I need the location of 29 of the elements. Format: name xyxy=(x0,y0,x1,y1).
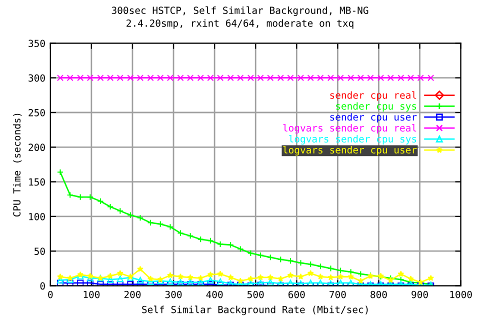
x-tick-label: 700 xyxy=(330,290,346,298)
legend-label: sender cpu sys xyxy=(336,102,416,112)
y-tick-label: 250 xyxy=(28,109,45,116)
x-tick-label: 300 xyxy=(165,290,182,298)
x-tick-label: 200 xyxy=(124,290,141,298)
chart-subtitle: 2.4.20smp, rxint 64/64, moderate on txq xyxy=(126,19,354,29)
legend-label: logvars sender cpu sys xyxy=(289,134,416,145)
y-tick-label: 300 xyxy=(28,74,45,82)
x-tick-label: 500 xyxy=(248,290,264,298)
legend-label: logvars sender cpu user xyxy=(283,146,417,156)
y-tick-label: 150 xyxy=(29,178,45,186)
y-tick-label: 0 xyxy=(40,282,45,290)
x-tick-label: 1000 xyxy=(450,290,472,298)
y-tick-label: 200 xyxy=(28,144,45,152)
x-tick-label: 100 xyxy=(84,290,100,298)
legend-label: logvars sender cpu real xyxy=(283,124,416,134)
chart-title: 300sec HSTCP, Self Similar Background, MB-NG xyxy=(112,6,368,16)
x-tick-label: 800 xyxy=(370,290,387,298)
legend-label: sender cpu user xyxy=(330,113,417,123)
y-tick-label: 50 xyxy=(34,248,45,255)
x-axis-title: Self Similar Background Rate (Mbit/sec) xyxy=(142,306,368,316)
y-tick-label: 100 xyxy=(29,212,45,220)
y-tick-label: 350 xyxy=(28,40,45,48)
legend-label: sender cpu real xyxy=(330,91,416,101)
x-tick-label: 400 xyxy=(206,290,223,298)
x-tick-label: 600 xyxy=(288,290,305,298)
x-tick-label: 0 xyxy=(48,290,53,298)
y-axis-title: CPU Time (seconds) xyxy=(13,114,22,216)
x-tick-label: 900 xyxy=(412,290,428,298)
